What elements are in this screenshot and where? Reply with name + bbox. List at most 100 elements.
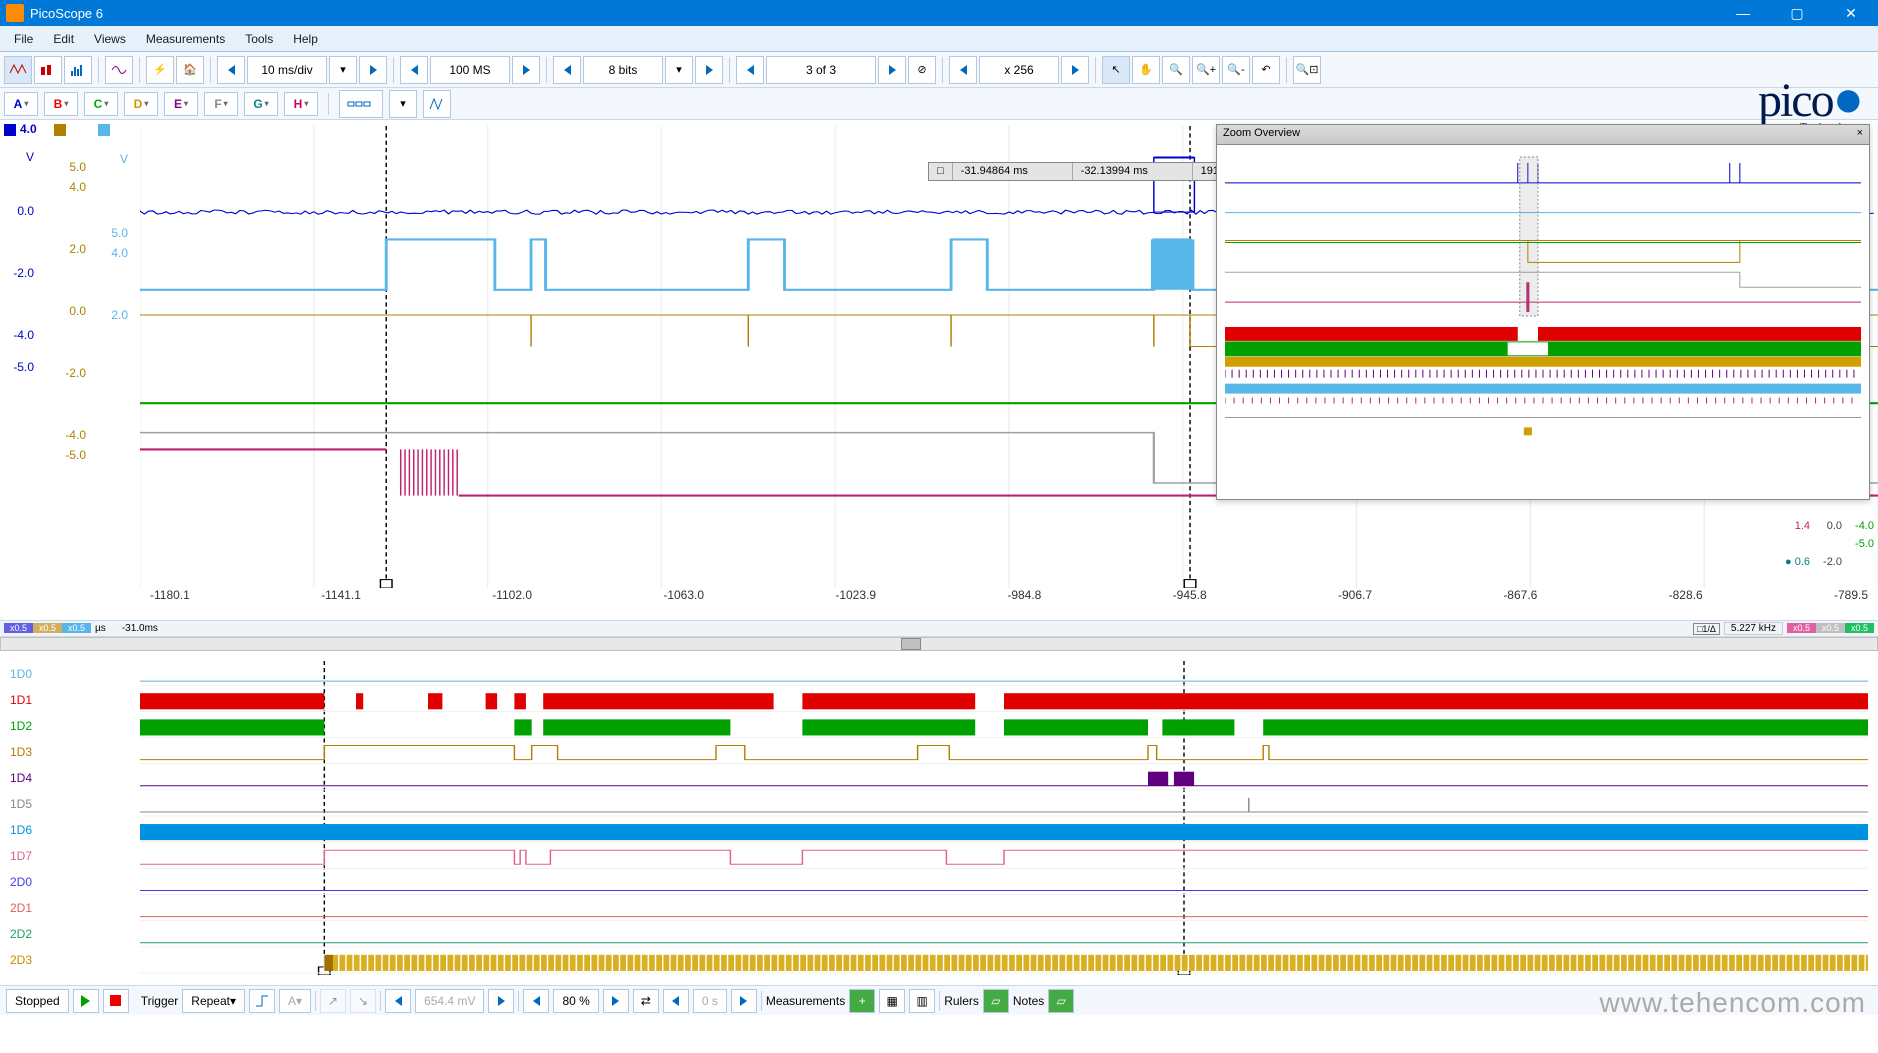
time-tick: -1063.0 [663,588,704,606]
resolution-field[interactable]: 8 bits [583,56,663,84]
samples-prev-button[interactable] [400,56,428,84]
digital-channel-label[interactable]: 2D0 [0,869,60,895]
signal-gen-button[interactable] [105,56,133,84]
pretrigger-field[interactable]: 80 % [553,989,598,1013]
persistence-mode-button[interactable] [34,56,62,84]
digital-channel-label[interactable]: 1D5 [0,791,60,817]
scope-scrollbar[interactable] [0,637,1878,651]
buffer-nav-button[interactable]: ⊘ [908,56,936,84]
holdoff-prev[interactable] [663,989,689,1013]
maximize-button[interactable]: ▢ [1770,0,1824,26]
spectrum-mode-button[interactable] [64,56,92,84]
ruler-tag[interactable]: x0.5 [1845,623,1874,633]
digital-dropdown[interactable]: ▾ [389,90,417,118]
zoom-overview-panel[interactable]: Zoom Overview × [1216,124,1870,500]
zoom-field[interactable]: x 256 [979,56,1059,84]
add-measurement-button[interactable]: + [849,989,875,1013]
trigger-level-next[interactable] [488,989,514,1013]
channel-c-button[interactable]: C [84,92,118,116]
menu-file[interactable]: File [6,29,41,49]
menu-edit[interactable]: Edit [45,29,82,49]
menu-views[interactable]: Views [86,29,134,49]
ruler-tag[interactable]: x0.5 [1816,623,1845,633]
buffer-field[interactable]: 3 of 3 [766,56,876,84]
buffer-prev-button[interactable] [736,56,764,84]
resolution-prev-button[interactable] [553,56,581,84]
trigger-level-prev[interactable] [385,989,411,1013]
timebase-dropdown[interactable]: ▾ [329,56,357,84]
trigger-edge-button[interactable] [249,989,275,1013]
holdoff-next[interactable] [731,989,757,1013]
digital-channel-label[interactable]: 1D6 [0,817,60,843]
digital-channels-button[interactable] [339,90,383,118]
freq-value: 5.227 kHz [1724,622,1783,635]
menu-measurements[interactable]: Measurements [138,29,233,49]
scope-mode-button[interactable] [4,56,32,84]
samples-field[interactable]: 100 MS [430,56,510,84]
menu-tools[interactable]: Tools [237,29,281,49]
resolution-next-button[interactable] [695,56,723,84]
rulers-button[interactable]: ▱ [983,989,1009,1013]
pretrigger-prev[interactable] [523,989,549,1013]
buffer-next-button[interactable] [878,56,906,84]
zoom-out-button[interactable]: 🔍- [1222,56,1250,84]
digital-channel-label[interactable]: 1D2 [0,713,60,739]
trigger-rising-button[interactable]: ↗ [320,989,346,1013]
math-channels-button[interactable] [423,90,451,118]
channel-f-button[interactable]: F [204,92,238,116]
auto-setup-button[interactable]: ⚡ [146,56,174,84]
digital-canvas[interactable] [140,661,1868,975]
zoom-area-button[interactable]: 🔍 [1162,56,1190,84]
axis-a-tick: 0.0 [4,204,34,218]
digital-channel-label[interactable]: 1D0 [0,661,60,687]
pretrigger-reset-button[interactable]: ⇄ [633,989,659,1013]
trigger-channel-select[interactable]: A ▾ [279,989,311,1013]
channel-e-button[interactable]: E [164,92,198,116]
digital-channel-label[interactable]: 1D1 [0,687,60,713]
zoom-overview-close-button[interactable]: × [1857,127,1863,142]
resolution-dropdown[interactable]: ▾ [665,56,693,84]
zoom-next-button[interactable] [1061,56,1089,84]
channel-d-button[interactable]: D [124,92,158,116]
digital-channel-label[interactable]: 2D3 [0,947,60,973]
channel-a-button[interactable]: A [4,92,38,116]
channel-h-button[interactable]: H [284,92,318,116]
digital-channel-label[interactable]: 2D2 [0,921,60,947]
digital-channel-label[interactable]: 1D3 [0,739,60,765]
channel-g-button[interactable]: G [244,92,278,116]
stop-button[interactable] [103,989,129,1013]
trigger-level-field[interactable]: 654.4 mV [415,989,484,1013]
minimize-button[interactable]: — [1716,0,1770,26]
hand-tool-button[interactable]: ✋ [1132,56,1160,84]
ruler-tag[interactable]: x0.5 [62,623,91,633]
trigger-falling-button[interactable]: ↘ [350,989,376,1013]
samples-next-button[interactable] [512,56,540,84]
holdoff-field[interactable]: 0 s [693,989,727,1013]
close-button[interactable]: ✕ [1824,0,1878,26]
digital-channel-label[interactable]: 2D1 [0,895,60,921]
home-button[interactable]: 🏠 [176,56,204,84]
delete-measurement-button[interactable]: ▥ [909,989,935,1013]
timebase-prev-button[interactable] [217,56,245,84]
timebase-next-button[interactable] [359,56,387,84]
zoom-full-button[interactable]: 🔍⊡ [1293,56,1321,84]
timebase-field[interactable]: 10 ms/div [247,56,327,84]
ruler-tag[interactable]: x0.5 [1787,623,1816,633]
notes-button[interactable]: ▱ [1048,989,1074,1013]
ruler-tag[interactable]: x0.5 [4,623,33,633]
window-title: PicoScope 6 [30,6,1716,21]
digital-channel-label[interactable]: 1D4 [0,765,60,791]
trigger-mode-select[interactable]: Repeat ▾ [182,989,245,1013]
channel-b-button[interactable]: B [44,92,78,116]
edit-measurement-button[interactable]: ▦ [879,989,905,1013]
undo-zoom-button[interactable]: ↶ [1252,56,1280,84]
run-button[interactable] [73,989,99,1013]
pretrigger-next[interactable] [603,989,629,1013]
freq-mode-icon[interactable]: □1/Δ [1693,623,1720,635]
pointer-tool-button[interactable]: ↖ [1102,56,1130,84]
zoom-prev-button[interactable] [949,56,977,84]
digital-channel-label[interactable]: 1D7 [0,843,60,869]
zoom-in-button[interactable]: 🔍+ [1192,56,1220,84]
menu-help[interactable]: Help [285,29,326,49]
ruler-tag[interactable]: x0.5 [33,623,62,633]
